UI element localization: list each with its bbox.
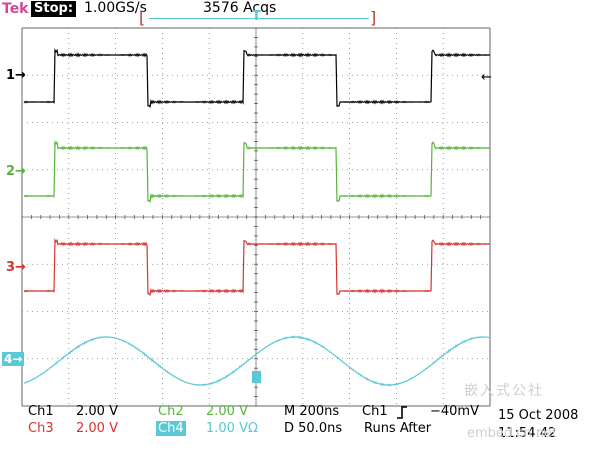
brand-label: Tek: [2, 1, 29, 17]
record-bracket-left: [: [139, 8, 146, 27]
watermark-logo-text: 嵌入式公社: [464, 383, 544, 399]
trigger-position-marker[interactable]: T: [252, 9, 261, 24]
date-stamp: 15 Oct 2008: [498, 408, 579, 423]
ch2-scale[interactable]: 2.00 V: [206, 404, 248, 419]
ch4-waveform: [23, 335, 491, 387]
scope-header: Tek Stop: 1.00GS/s 3576 Acqs [ T ]: [0, 0, 600, 36]
ch4-label: Ch4: [156, 421, 186, 436]
status-bar: Ch1 2.00 V Ch2 2.00 V Ch3 2.00 V Ch4 1.0…: [0, 404, 600, 450]
delay[interactable]: D 50.0ns: [284, 421, 343, 436]
trigger-level-arrow-icon[interactable]: ←: [481, 70, 492, 85]
acquisition-count: 3576 Acqs: [203, 0, 277, 16]
record-view-line: [149, 18, 369, 19]
ch2-waveform: [23, 140, 490, 204]
ch2-label: Ch2: [158, 404, 184, 419]
ch2-ground-marker[interactable]: 2→: [6, 164, 26, 179]
trigger-source[interactable]: Ch1: [362, 404, 388, 419]
graticule: [21, 27, 491, 407]
trigger-level[interactable]: −40mV: [430, 404, 479, 419]
sample-rate: 1.00GS/s: [84, 0, 147, 16]
time-stamp: 11:54:42: [498, 426, 557, 441]
ch3-ground-marker[interactable]: 3→: [6, 260, 26, 275]
run-state-badge[interactable]: Stop:: [31, 1, 77, 17]
ch4-scale[interactable]: 1.00 VΩ: [206, 421, 258, 436]
ch3-label: Ch3: [28, 421, 54, 436]
rising-edge-icon: [397, 406, 407, 419]
ch1-label: Ch1: [28, 404, 54, 419]
acquisition-mode: Runs After: [364, 421, 432, 436]
ch4-ground-marker[interactable]: 4→: [2, 352, 25, 366]
ch3-scale[interactable]: 2.00 V: [76, 421, 118, 436]
ch4-marker-box: [252, 371, 261, 383]
record-bracket-right: ]: [370, 8, 377, 27]
ch1-ground-marker[interactable]: 1→: [6, 68, 26, 83]
ch3-waveform: [23, 238, 490, 297]
ch1-waveform: [23, 48, 490, 109]
ch1-scale[interactable]: 2.00 V: [76, 404, 118, 419]
watermark-url: embed.cn.net: [467, 426, 558, 441]
timebase[interactable]: M 200ns: [284, 404, 340, 419]
